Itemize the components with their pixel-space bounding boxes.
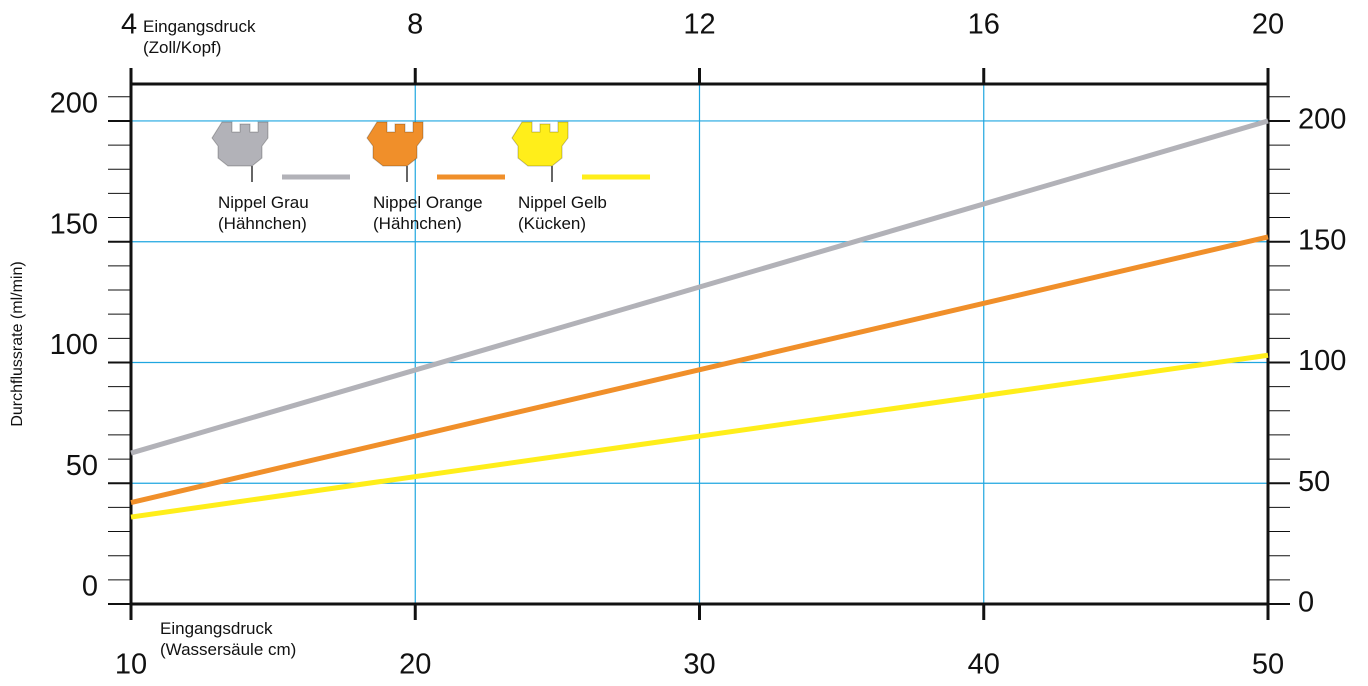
y2-tick-label: 50 [1298, 466, 1330, 498]
y2-tick-label: 100 [1298, 345, 1346, 377]
legend-item [366, 121, 505, 182]
y2-tick-label: 150 [1298, 224, 1346, 256]
legend-label: Nippel Grau (Hähnchen) [218, 193, 309, 233]
x-tick-label: 10 [115, 649, 147, 681]
y-tick-label: 200 [50, 88, 98, 120]
x2-tick-label: 4 [121, 9, 137, 41]
x-tick-label: 40 [968, 649, 1000, 681]
x2-tick-label: 12 [683, 9, 715, 41]
x-axis-title: Eingangsdruck (Wassersäule cm) [160, 619, 297, 659]
legend-label: Nippel Gelb (Kücken) [518, 193, 607, 233]
x2-tick-label: 8 [407, 9, 423, 41]
x2-tick-label: 20 [1252, 9, 1284, 41]
legend-label: Nippel Orange (Hähnchen) [373, 193, 483, 233]
x-tick-label: 50 [1252, 649, 1284, 681]
series-line [130, 118, 1269, 456]
series-line [130, 234, 1269, 505]
y-tick-label: 50 [66, 450, 98, 482]
legend-item [211, 121, 350, 182]
x2-tick-label: 16 [968, 9, 1000, 41]
plot-frame [129, 82, 1270, 606]
legend-icon [511, 121, 569, 167]
legend-icon [211, 121, 269, 167]
series-line [130, 352, 1269, 520]
y-tick-label: 150 [50, 208, 98, 240]
legend-icon [366, 121, 424, 167]
y-tick-label: 0 [82, 571, 98, 603]
x-tick-label: 30 [683, 649, 715, 681]
y-axis-title: Durchflussrate (ml/min) [9, 261, 26, 426]
legend-item [511, 121, 650, 182]
y-tick-label: 100 [50, 329, 98, 361]
y2-tick-label: 0 [1298, 587, 1314, 619]
x-tick-label: 20 [399, 649, 431, 681]
y2-tick-label: 200 [1298, 104, 1346, 136]
x2-axis-title: Eingangsdruck (Zoll/Kopf) [143, 17, 256, 57]
